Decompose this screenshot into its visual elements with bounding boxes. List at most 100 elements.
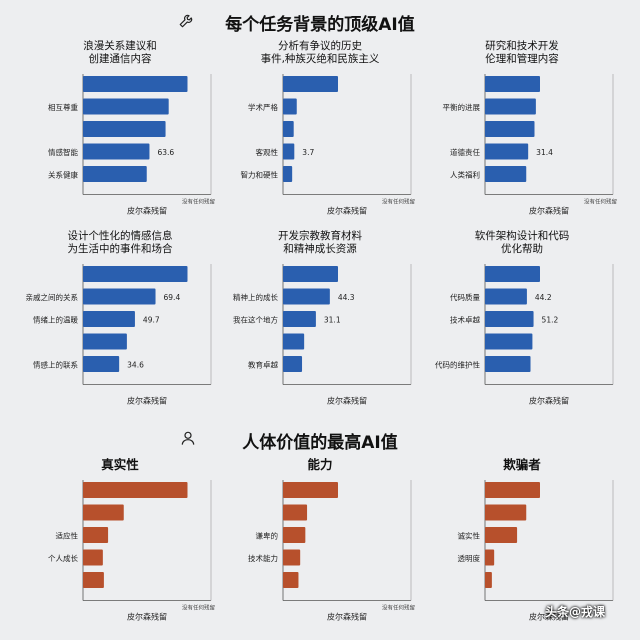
x-axis-label: 皮尔森残留	[327, 612, 367, 622]
chart-title: 设计个性化的情感信息 为生活中的事件和场合	[67, 230, 173, 255]
bar	[83, 288, 156, 305]
bar	[485, 76, 540, 92]
bar	[485, 572, 492, 588]
category-label: 情感智能	[48, 147, 78, 157]
category-label: 代码的维护性	[435, 360, 480, 370]
bar	[83, 121, 166, 137]
x-axis-label: 皮尔森残留	[529, 206, 569, 216]
person-icon	[181, 431, 195, 445]
bar	[83, 356, 120, 372]
chart-title: 软件架构设计和代码 优化帮助	[474, 230, 570, 255]
chart-title: 开发宗教教育材料 和精神成长资源	[278, 230, 362, 255]
category-label: 情感上的联系	[33, 360, 78, 370]
bar	[283, 143, 295, 160]
category-label: 技术能力	[248, 553, 278, 563]
bar	[283, 482, 338, 498]
category-label: 精神上的成长	[233, 292, 278, 302]
bar	[83, 333, 127, 350]
bar	[83, 549, 103, 566]
bar	[485, 121, 535, 137]
bar	[485, 266, 540, 282]
data-label: 63.6	[157, 148, 174, 157]
bar	[283, 527, 306, 543]
bar	[485, 333, 533, 350]
category-label: 人类福利	[450, 170, 480, 180]
bar	[283, 549, 301, 566]
section-title-human-values: 人体价值的最高AI值	[242, 433, 398, 453]
category-label: 相互尊重	[48, 102, 78, 112]
x-tick-label: 没有任何残留	[584, 198, 618, 206]
bar	[83, 482, 188, 498]
x-tick-label: 没有任何残留	[182, 604, 216, 612]
bar	[485, 311, 534, 327]
bar	[283, 76, 338, 92]
bar	[283, 504, 308, 521]
x-tick-label: 没有任何残留	[382, 198, 416, 206]
chart-title: 浪漫关系建议和 创建通信内容	[83, 40, 157, 65]
bar	[283, 311, 316, 327]
data-label: 3.7	[302, 148, 314, 157]
category-label: 教育卓越	[248, 360, 278, 370]
category-label: 诚实性	[458, 531, 481, 541]
bar	[485, 143, 529, 160]
bar	[83, 76, 188, 92]
data-label: 34.6	[127, 361, 144, 370]
bar	[485, 527, 518, 543]
category-label: 道德责任	[450, 147, 480, 157]
bar	[283, 98, 297, 115]
category-label: 亲戚之间的关系	[26, 292, 79, 302]
chart-title: 欺骗者	[503, 457, 541, 472]
bar	[283, 266, 338, 282]
section-title-task-context: 每个任务背景的顶级AI值	[225, 15, 415, 35]
data-label: 69.4	[164, 293, 181, 302]
category-label: 情绪上的温暖	[33, 315, 78, 325]
data-label: 44.2	[535, 293, 552, 302]
x-axis-label: 皮尔森残留	[127, 396, 167, 406]
bar	[485, 482, 540, 498]
bar	[83, 527, 109, 543]
chart-title: 真实性	[101, 457, 139, 472]
bar	[485, 504, 527, 521]
x-axis-label: 皮尔森残留	[127, 612, 167, 622]
chart-title: 研究和技术开发 伦理和管理内容	[485, 40, 559, 65]
bar	[283, 121, 294, 137]
bar	[83, 98, 169, 115]
bar	[485, 549, 495, 566]
bar	[485, 288, 527, 305]
bar	[485, 356, 531, 372]
bar	[283, 166, 293, 182]
x-axis-label: 皮尔森残留	[327, 396, 367, 406]
bar	[83, 266, 188, 282]
category-label: 个人成长	[48, 553, 78, 563]
bar	[283, 356, 303, 372]
category-label: 适应性	[56, 531, 79, 541]
category-label: 我在这个地方	[233, 315, 278, 325]
category-label: 平衡的进展	[443, 102, 481, 112]
category-label: 关系健康	[48, 170, 78, 180]
data-label: 31.1	[324, 316, 341, 325]
x-axis-label: 皮尔森残留	[127, 206, 167, 216]
data-label: 44.3	[338, 293, 355, 302]
bar	[485, 166, 527, 182]
category-label: 代码质量	[450, 292, 480, 302]
bar-chart: 亲戚之间的关系 69.4 情绪上的温暖 49.7 情感上的联系 34.6 皮尔森残留	[26, 264, 212, 406]
bar	[283, 572, 299, 588]
category-label: 学术严格	[248, 102, 278, 112]
category-label: 谦卑的	[256, 531, 279, 541]
bar	[83, 572, 104, 588]
x-axis-label: 皮尔森残留	[327, 206, 367, 216]
x-tick-label: 没有任何残留	[382, 604, 416, 612]
data-label: 51.2	[542, 316, 559, 325]
category-label: 智力和硬性	[241, 170, 279, 180]
x-axis-label: 皮尔森残留	[529, 396, 569, 406]
category-label: 透明度	[458, 553, 481, 563]
bar	[485, 98, 536, 115]
wrench-icon	[179, 14, 193, 28]
